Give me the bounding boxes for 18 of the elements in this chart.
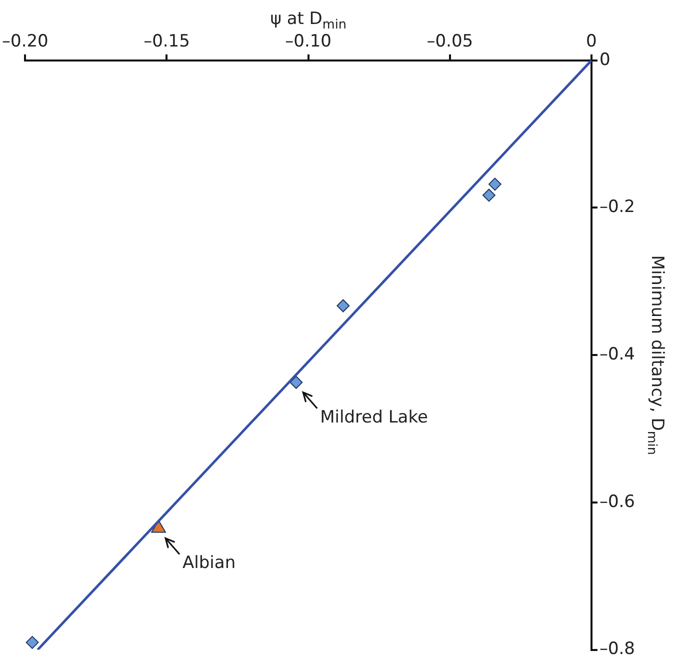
x-tick-label: –0.15 bbox=[144, 32, 190, 52]
y-tick-label: –0.4 bbox=[599, 344, 636, 365]
x-tick-label: 0 bbox=[586, 32, 597, 52]
y-tick-label: –0.8 bbox=[599, 639, 636, 660]
y-axis-title: Minimum diltancy, Dmin bbox=[644, 255, 667, 455]
annotation: Mildred Lake bbox=[320, 407, 428, 428]
point bbox=[482, 188, 496, 202]
point bbox=[336, 299, 350, 312]
point bbox=[26, 636, 39, 649]
point bbox=[488, 178, 502, 191]
annotation: Albian bbox=[182, 553, 236, 574]
x-tick-label: –0.05 bbox=[426, 32, 474, 52]
y-tick-label: 0 bbox=[599, 50, 610, 70]
x-tick-label: –0.20 bbox=[2, 32, 48, 52]
point bbox=[290, 376, 303, 389]
y-tick-label: –0.6 bbox=[599, 492, 636, 512]
x-tick-label: –0.10 bbox=[285, 32, 332, 52]
y-tick-label: –0.2 bbox=[599, 197, 636, 218]
